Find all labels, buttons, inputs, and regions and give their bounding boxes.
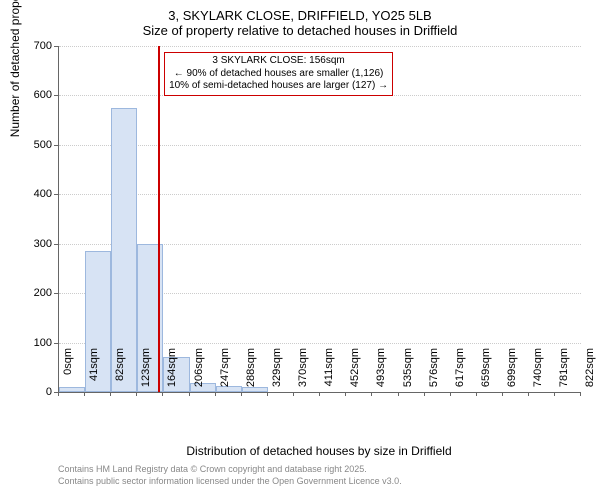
ytick-label: 400 <box>12 188 52 200</box>
xtick-mark <box>189 392 190 396</box>
xtick-mark <box>215 392 216 396</box>
ytick-label: 600 <box>12 89 52 101</box>
x-axis-label: Distribution of detached houses by size … <box>58 444 580 458</box>
ytick-mark <box>54 46 58 47</box>
chart-container: 3, SKYLARK CLOSE, DRIFFIELD, YO25 5LB Si… <box>0 0 600 500</box>
ytick-label: 0 <box>12 386 52 398</box>
xtick-label: 82sqm <box>114 348 126 394</box>
xtick-label: 699sqm <box>506 348 518 394</box>
ytick-label: 100 <box>12 337 52 349</box>
xtick-label: 329sqm <box>271 348 283 394</box>
xtick-label: 411sqm <box>323 348 335 394</box>
xtick-mark <box>450 392 451 396</box>
xtick-label: 617sqm <box>454 348 466 394</box>
xtick-label: 41sqm <box>88 348 100 394</box>
chart-title-line1: 3, SKYLARK CLOSE, DRIFFIELD, YO25 5LB <box>0 0 600 23</box>
xtick-label: 740sqm <box>532 348 544 394</box>
xtick-label: 822sqm <box>584 348 596 394</box>
footer-attribution: Contains HM Land Registry data © Crown c… <box>58 464 402 487</box>
xtick-label: 493sqm <box>375 348 387 394</box>
xtick-label: 452sqm <box>349 348 361 394</box>
xtick-mark <box>58 392 59 396</box>
xtick-mark <box>371 392 372 396</box>
gridline <box>59 145 581 146</box>
ytick-label: 700 <box>12 40 52 52</box>
plot-area: 3 SKYLARK CLOSE: 156sqm← 90% of detached… <box>58 46 581 393</box>
ytick-mark <box>54 343 58 344</box>
xtick-mark <box>554 392 555 396</box>
annotation-line: ← 90% of detached houses are smaller (1,… <box>169 68 388 81</box>
ytick-mark <box>54 145 58 146</box>
xtick-mark <box>162 392 163 396</box>
reference-line <box>158 46 160 392</box>
ytick-mark <box>54 194 58 195</box>
annotation-line: 10% of semi-detached houses are larger (… <box>169 80 388 93</box>
ytick-mark <box>54 95 58 96</box>
xtick-mark <box>398 392 399 396</box>
xtick-mark <box>267 392 268 396</box>
ytick-label: 300 <box>12 238 52 250</box>
xtick-mark <box>84 392 85 396</box>
gridline <box>59 95 581 96</box>
xtick-label: 288sqm <box>245 348 257 394</box>
ytick-mark <box>54 293 58 294</box>
gridline <box>59 46 581 47</box>
xtick-label: 576sqm <box>428 348 440 394</box>
xtick-mark <box>476 392 477 396</box>
ytick-mark <box>54 244 58 245</box>
xtick-label: 0sqm <box>62 348 74 394</box>
xtick-mark <box>345 392 346 396</box>
footer-line2: Contains public sector information licen… <box>58 476 402 488</box>
chart-title-line2: Size of property relative to detached ho… <box>0 23 600 42</box>
ytick-label: 200 <box>12 287 52 299</box>
y-axis-label: Number of detached properties <box>8 0 22 137</box>
annotation-box: 3 SKYLARK CLOSE: 156sqm← 90% of detached… <box>164 52 393 96</box>
xtick-label: 659sqm <box>480 348 492 394</box>
footer-line1: Contains HM Land Registry data © Crown c… <box>58 464 402 476</box>
xtick-label: 247sqm <box>219 348 231 394</box>
xtick-mark <box>110 392 111 396</box>
xtick-mark <box>319 392 320 396</box>
xtick-label: 206sqm <box>193 348 205 394</box>
xtick-label: 164sqm <box>166 348 178 394</box>
xtick-mark <box>136 392 137 396</box>
annotation-line: 3 SKYLARK CLOSE: 156sqm <box>169 55 388 68</box>
xtick-mark <box>502 392 503 396</box>
xtick-label: 781sqm <box>558 348 570 394</box>
xtick-mark <box>424 392 425 396</box>
xtick-mark <box>528 392 529 396</box>
xtick-mark <box>241 392 242 396</box>
gridline <box>59 194 581 195</box>
xtick-mark <box>293 392 294 396</box>
xtick-label: 370sqm <box>297 348 309 394</box>
ytick-label: 500 <box>12 139 52 151</box>
xtick-label: 123sqm <box>140 348 152 394</box>
xtick-label: 535sqm <box>402 348 414 394</box>
xtick-mark <box>580 392 581 396</box>
